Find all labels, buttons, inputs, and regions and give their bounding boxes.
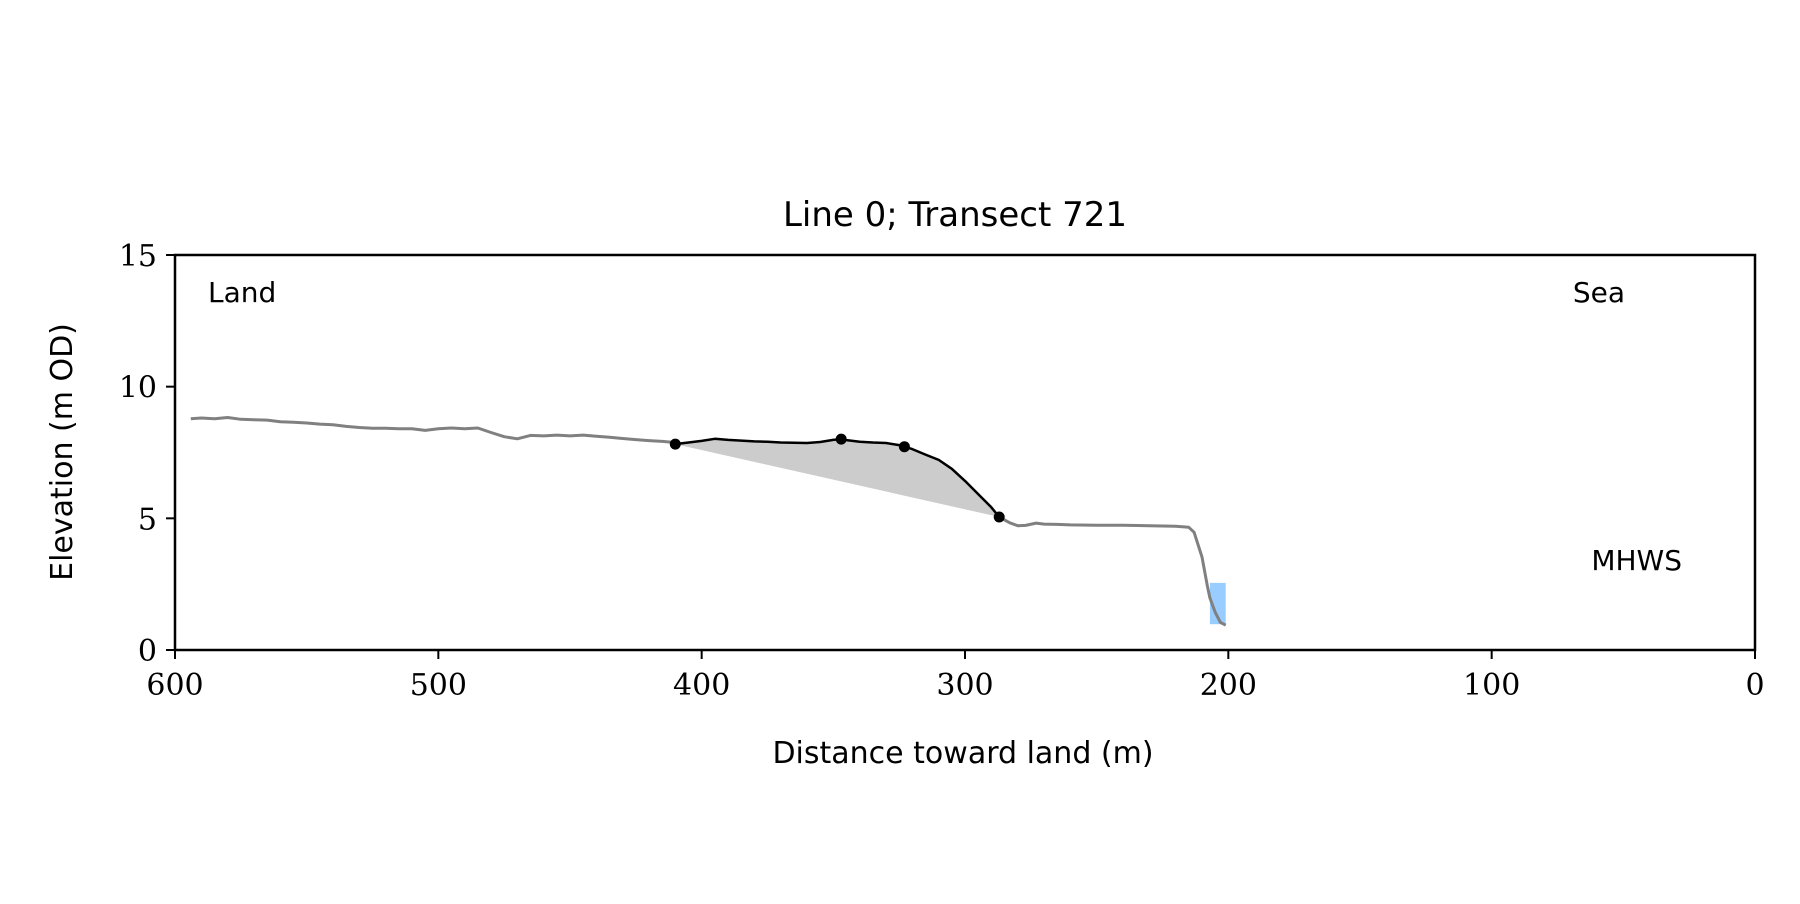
x-tick-label: 300	[936, 668, 993, 703]
chart-title: Line 0; Transect 721	[783, 195, 1127, 235]
sea-label: Sea	[1573, 276, 1625, 309]
y-tick-label: 5	[138, 502, 157, 537]
mhws-marker-bar	[1209, 582, 1226, 625]
profile-line-landward	[190, 416, 676, 444]
y-axis-label: Elevation (m OD)	[45, 323, 80, 581]
x-axis-label: Distance toward land (m)	[772, 736, 1153, 771]
y-tick-label: 10	[119, 371, 157, 406]
land-label: Land	[208, 276, 276, 309]
profile-line-seaward	[998, 515, 1227, 627]
x-tick-label: 0	[1745, 668, 1764, 703]
x-tick-label: 200	[1200, 668, 1257, 703]
x-tick-label: 400	[673, 668, 730, 703]
dune-point	[669, 438, 681, 450]
dune-point	[993, 511, 1005, 523]
y-tick-label: 0	[138, 634, 157, 669]
dune-fill-area	[675, 438, 1000, 517]
y-tick-label: 15	[119, 239, 157, 274]
mhws-label: MHWS	[1591, 544, 1682, 577]
dune-point	[835, 433, 847, 445]
x-tick-label: 600	[146, 668, 203, 703]
plot-frame	[173, 253, 1757, 652]
x-tick-label: 500	[410, 668, 467, 703]
dune-point	[898, 441, 910, 453]
x-tick-label: 100	[1463, 668, 1520, 703]
